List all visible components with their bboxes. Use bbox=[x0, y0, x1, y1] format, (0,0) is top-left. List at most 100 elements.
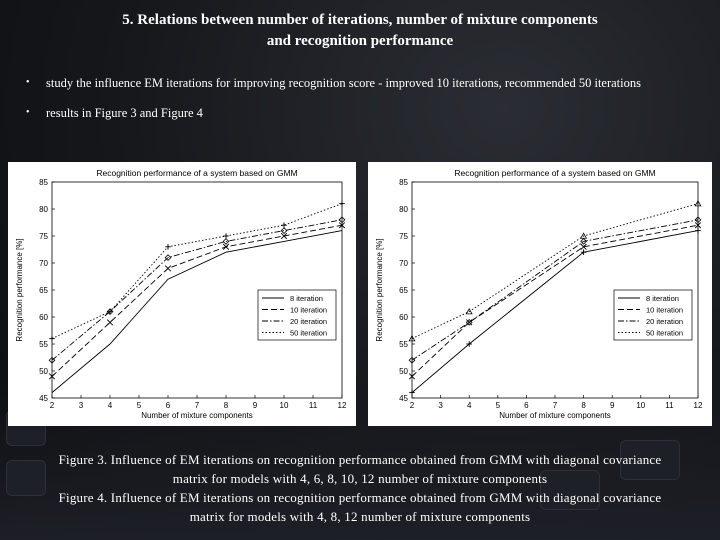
data-point bbox=[338, 222, 346, 229]
x-tick-label: 6 bbox=[524, 401, 529, 410]
chart-svg: Recognition performance of a system base… bbox=[15, 168, 347, 420]
data-point bbox=[466, 341, 472, 347]
y-tick-label: 50 bbox=[399, 367, 408, 376]
data-point bbox=[223, 233, 229, 239]
series-line bbox=[411, 203, 699, 340]
data-point bbox=[339, 200, 345, 207]
x-tick-label: 7 bbox=[553, 401, 558, 410]
series-4 bbox=[408, 199, 702, 342]
bullet-list: • study the influence EM iterations for … bbox=[26, 74, 716, 134]
series-line bbox=[411, 224, 699, 377]
data-point bbox=[580, 249, 587, 255]
data-point bbox=[164, 265, 172, 272]
y-tick-label: 50 bbox=[39, 367, 48, 376]
y-tick-label: 70 bbox=[399, 259, 408, 268]
x-tick-label: 4 bbox=[108, 401, 113, 410]
data-point bbox=[338, 216, 346, 224]
x-tick-label: 8 bbox=[224, 401, 229, 410]
series-1 bbox=[409, 227, 701, 396]
legend: 8 iteration 10 iteration 20 iteration 50 it… bbox=[257, 289, 337, 341]
y-tick-label: 60 bbox=[39, 313, 48, 322]
background-key bbox=[540, 470, 600, 510]
y-tick-label: 45 bbox=[399, 394, 408, 403]
data-point bbox=[580, 243, 587, 250]
caption-figure-3-line-2: matrix for models with 4, 6, 8, 10, 12 n… bbox=[172, 471, 548, 486]
series-1 bbox=[51, 230, 343, 393]
x-tick-label: 2 bbox=[410, 401, 415, 410]
series-2 bbox=[48, 222, 346, 380]
bullet-text: study the influence EM iterations for im… bbox=[46, 76, 641, 90]
data-point bbox=[465, 307, 473, 315]
figure-3-chart: Recognition performance of a system base… bbox=[8, 162, 356, 426]
bullet-text: results in Figure 3 and Figure 4 bbox=[46, 106, 203, 120]
x-tick-label: 8 bbox=[581, 401, 586, 410]
slide-title: 5. Relations between number of iteration… bbox=[0, 10, 720, 52]
data-point bbox=[694, 199, 702, 207]
series-line bbox=[51, 219, 343, 361]
bullet-item: • results in Figure 3 and Figure 4 bbox=[26, 104, 716, 134]
x-tick-label: 5 bbox=[137, 401, 142, 410]
legend-label: 8 iteration bbox=[646, 294, 679, 303]
x-tick-label: 2 bbox=[50, 401, 55, 410]
chart-title: Recognition performance of a system base… bbox=[96, 168, 297, 178]
data-point bbox=[408, 373, 416, 380]
legend-label: 20 iteration bbox=[646, 317, 683, 326]
data-point bbox=[694, 216, 702, 224]
slide-title-line-2: and recognition performance bbox=[266, 33, 454, 49]
legend-label: 50 iteration bbox=[646, 329, 683, 338]
data-point bbox=[222, 238, 230, 245]
data-point bbox=[164, 254, 172, 261]
x-tick-label: 3 bbox=[438, 401, 443, 410]
legend-label: 8 iteration bbox=[290, 294, 323, 303]
data-point bbox=[165, 244, 171, 250]
series-line bbox=[411, 230, 699, 393]
y-axis-label: Recognition performance [%] bbox=[375, 238, 384, 341]
caption-figure-3-line-1: Figure 3. Influence of EM iterations on … bbox=[58, 452, 662, 467]
x-tick-label: 11 bbox=[309, 401, 318, 410]
data-point bbox=[580, 232, 588, 239]
y-tick-label: 55 bbox=[399, 340, 408, 349]
chart-title: Recognition performance of a system base… bbox=[454, 168, 655, 178]
x-tick-label: 5 bbox=[496, 401, 501, 410]
data-point bbox=[695, 227, 701, 234]
legend-label: 50 iteration bbox=[290, 329, 327, 338]
caption-figure-4-line-2: matrix for models with 4, 8, 12 number o… bbox=[189, 509, 531, 524]
x-tick-label: 3 bbox=[79, 401, 84, 410]
x-axis-label: Number of mixture components bbox=[499, 411, 611, 420]
x-tick-label: 7 bbox=[195, 401, 200, 410]
data-point bbox=[409, 389, 415, 396]
data-point bbox=[408, 334, 416, 342]
x-axis-label: Number of mixture components bbox=[141, 411, 253, 420]
caption-figure-4-line-1: Figure 4. Influence of EM iterations on … bbox=[58, 490, 662, 505]
y-tick-label: 60 bbox=[399, 313, 408, 322]
x-tick-label: 6 bbox=[166, 401, 171, 410]
y-tick-label: 75 bbox=[39, 232, 48, 241]
y-tick-label: 70 bbox=[39, 259, 48, 268]
y-tick-label: 85 bbox=[399, 178, 408, 187]
y-tick-label: 80 bbox=[39, 205, 48, 214]
figure-captions: Figure 3. Influence of EM iterations on … bbox=[0, 450, 720, 526]
legend-label: 10 iteration bbox=[646, 306, 683, 315]
y-tick-label: 45 bbox=[39, 394, 48, 403]
x-tick-label: 11 bbox=[665, 401, 674, 410]
figure-4-chart: Recognition performance of a system base… bbox=[368, 162, 712, 426]
bullet-item: • study the influence EM iterations for … bbox=[26, 74, 716, 104]
x-tick-label: 12 bbox=[694, 401, 703, 410]
data-point bbox=[48, 356, 56, 364]
series-line bbox=[411, 219, 699, 361]
data-point bbox=[694, 222, 702, 229]
background-key bbox=[6, 460, 46, 496]
y-axis-label: Recognition performance [%] bbox=[15, 238, 24, 341]
y-tick-label: 85 bbox=[39, 178, 48, 187]
y-tick-label: 65 bbox=[399, 286, 408, 295]
legend: 8 iteration 10 iteration 20 iteration 50 it… bbox=[613, 289, 693, 341]
x-tick-label: 10 bbox=[280, 401, 289, 410]
slide-title-line-1: 5. Relations between number of iteration… bbox=[122, 12, 598, 28]
series-3 bbox=[408, 216, 702, 364]
y-tick-label: 55 bbox=[39, 340, 48, 349]
data-point bbox=[49, 335, 55, 342]
data-point bbox=[106, 319, 114, 326]
bullet-icon: • bbox=[26, 77, 30, 88]
x-tick-label: 9 bbox=[610, 401, 615, 410]
data-point bbox=[408, 356, 416, 364]
